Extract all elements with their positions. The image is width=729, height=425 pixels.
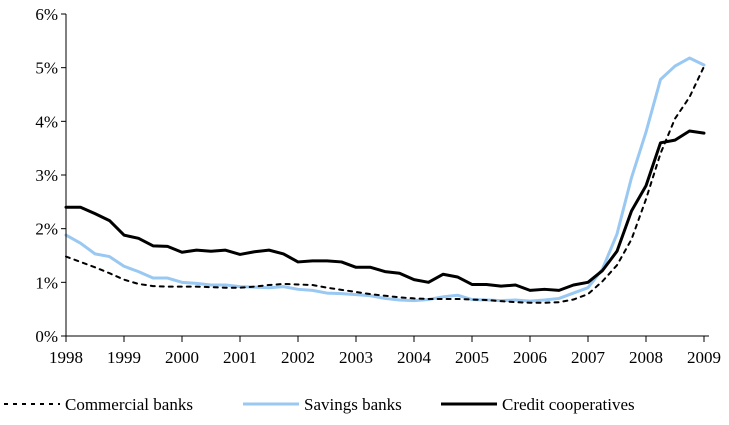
x-tick-label: 2007 — [571, 348, 606, 367]
legend-label-commercial-banks: Commercial banks — [65, 395, 193, 414]
y-tick-label: 1% — [35, 273, 58, 292]
legend: Commercial banks Savings banks Credit coop… — [4, 395, 635, 414]
x-tick-label: 2000 — [165, 348, 199, 367]
series-line-credit-cooperatives — [64, 129, 706, 292]
y-tick-label: 5% — [35, 59, 58, 78]
x-tick-label: 2009 — [687, 348, 721, 367]
x-tick-label: 1998 — [49, 348, 83, 367]
x-tick-label: 2001 — [223, 348, 257, 367]
series-layer — [64, 56, 706, 304]
y-tick-label: 4% — [35, 112, 58, 131]
y-tick-label: 3% — [35, 166, 58, 185]
x-tick-label: 2004 — [397, 348, 432, 367]
x-tick-label: 1999 — [107, 348, 141, 367]
x-tick-label: 2005 — [455, 348, 489, 367]
y-tick-label: 6% — [35, 5, 58, 24]
legend-label-savings-banks: Savings banks — [304, 395, 402, 414]
x-tick-label: 2003 — [339, 348, 373, 367]
ticks-layer: 0% 1% 2% 3% 4% 5% 6% 1998 1999 2000 2001 2002 2003 20… — [35, 5, 721, 367]
x-tick-label: 2006 — [513, 348, 547, 367]
x-tick-label: 2002 — [281, 348, 315, 367]
legend-label-credit-cooperatives: Credit cooperatives — [502, 395, 635, 414]
y-tick-label: 2% — [35, 220, 58, 239]
y-tick-label: 0% — [35, 327, 58, 346]
series-line-commercial-banks — [65, 65, 705, 304]
x-tick-label: 2008 — [629, 348, 663, 367]
axes-layer — [65, 14, 709, 337]
